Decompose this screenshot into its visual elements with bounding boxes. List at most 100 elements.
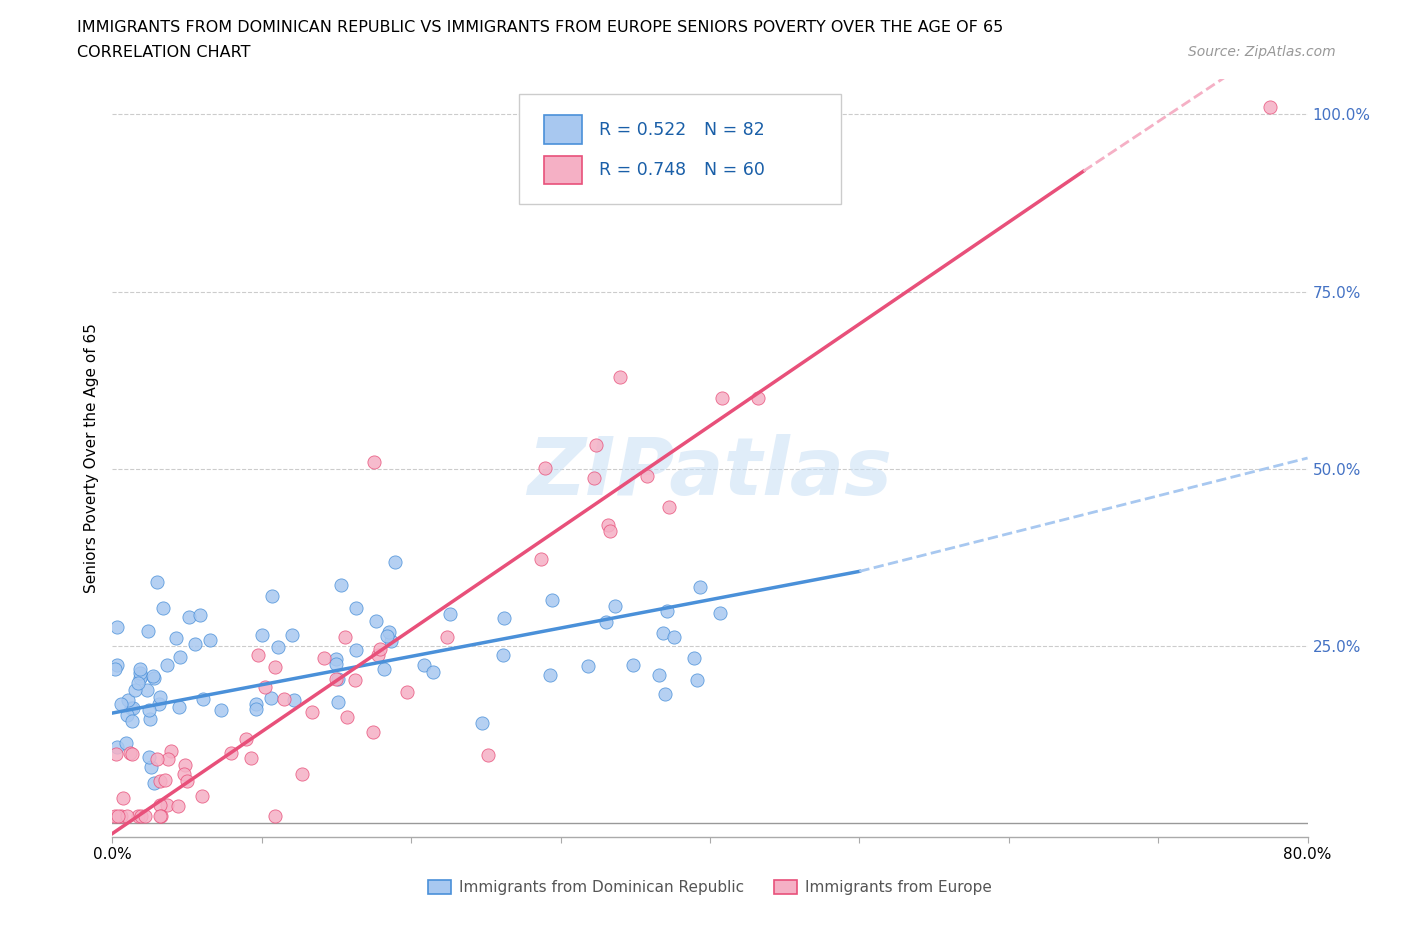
Text: N = 82: N = 82 (704, 121, 765, 139)
Point (166, 798, 188, 813)
Point (191, 692, 214, 707)
Point (585, 437, 607, 452)
Point (267, 639, 290, 654)
Point (157, 752, 180, 767)
Point (148, 697, 170, 711)
Point (576, 658, 599, 673)
Text: R = 0.748: R = 0.748 (599, 161, 686, 179)
Point (173, 767, 195, 782)
Point (658, 499, 681, 514)
Point (174, 758, 197, 773)
Point (235, 732, 257, 747)
Point (117, 808, 139, 823)
Text: N = 60: N = 60 (704, 161, 765, 179)
Point (264, 808, 287, 823)
Point (121, 747, 143, 762)
Point (395, 684, 418, 699)
Point (120, 701, 142, 716)
Point (538, 668, 561, 683)
Point (149, 808, 172, 823)
Point (651, 626, 673, 641)
Point (138, 624, 160, 639)
Point (582, 471, 605, 485)
Point (326, 671, 349, 686)
Point (280, 628, 302, 643)
Point (149, 797, 172, 812)
Point (301, 705, 323, 720)
Point (124, 683, 146, 698)
Point (621, 658, 644, 672)
Point (273, 691, 295, 706)
Point (325, 671, 347, 686)
Point (146, 751, 169, 766)
Point (373, 661, 395, 676)
Point (156, 798, 179, 813)
Point (198, 632, 221, 647)
Point (245, 697, 267, 711)
Point (156, 658, 179, 672)
Point (747, 391, 769, 405)
Point (436, 630, 458, 644)
Point (138, 702, 160, 717)
Text: ZIPatlas: ZIPatlas (527, 434, 893, 512)
Point (1258, 100, 1281, 114)
Point (179, 609, 201, 624)
Point (364, 614, 387, 629)
Point (121, 701, 143, 716)
Point (648, 668, 671, 683)
Point (188, 607, 211, 622)
Point (686, 673, 709, 688)
Point (361, 724, 384, 739)
Point (477, 748, 499, 763)
Point (599, 524, 621, 538)
Point (159, 743, 181, 758)
Point (692, 100, 714, 114)
Point (239, 751, 262, 765)
Point (121, 714, 143, 729)
Point (149, 690, 172, 705)
Point (139, 711, 162, 726)
Point (131, 808, 153, 823)
Point (105, 740, 128, 755)
Point (595, 615, 617, 630)
Point (329, 578, 352, 592)
Point (176, 774, 198, 789)
Point (110, 697, 132, 711)
Point (143, 671, 166, 685)
Point (375, 629, 398, 644)
Point (492, 610, 515, 625)
Point (470, 716, 492, 731)
Point (422, 665, 444, 680)
Point (138, 750, 160, 764)
Point (250, 628, 273, 643)
Point (609, 369, 631, 384)
Text: R = 0.522: R = 0.522 (599, 121, 686, 139)
Point (167, 699, 190, 714)
Point (219, 746, 242, 761)
Point (711, 391, 734, 405)
Point (541, 593, 564, 608)
Point (264, 659, 287, 674)
Point (112, 791, 135, 806)
Point (689, 579, 711, 594)
Point (152, 600, 174, 615)
Text: Source: ZipAtlas.com: Source: ZipAtlas.com (1188, 45, 1336, 59)
Point (343, 672, 366, 687)
FancyBboxPatch shape (544, 115, 582, 144)
Point (166, 631, 188, 645)
Point (110, 808, 132, 823)
Point (155, 773, 177, 788)
Point (378, 625, 401, 640)
Point (530, 551, 553, 566)
Point (105, 658, 128, 672)
Point (380, 633, 402, 648)
Point (492, 647, 515, 662)
Point (142, 776, 165, 790)
Point (104, 808, 127, 823)
Text: IMMIGRANTS FROM DOMINICAN REPUBLIC VS IMMIGRANTS FROM EUROPE SENIORS POVERTY OVE: IMMIGRANTS FROM DOMINICAN REPUBLIC VS IM… (77, 20, 1004, 35)
Point (636, 469, 658, 484)
Y-axis label: Seniors Poverty Over the Age of 65: Seniors Poverty Over the Age of 65 (83, 323, 98, 593)
Point (128, 666, 150, 681)
Point (262, 589, 284, 604)
Point (129, 671, 152, 685)
